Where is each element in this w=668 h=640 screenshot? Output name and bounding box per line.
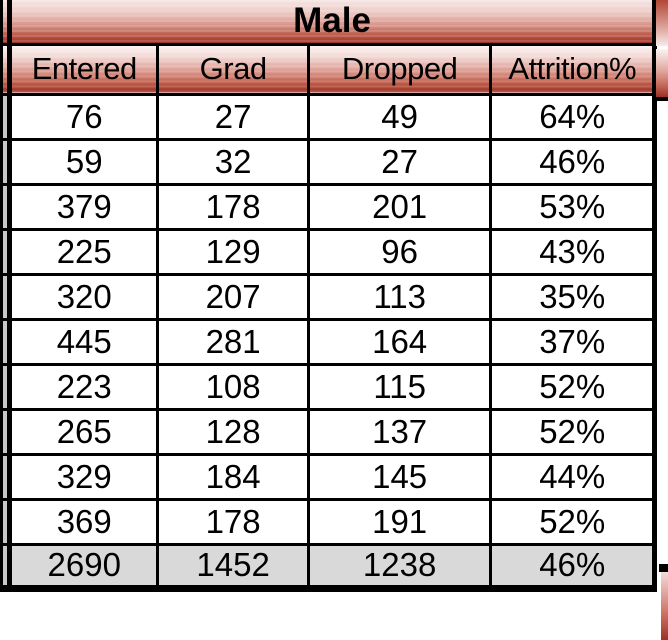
adjacent-column-sliver-cell [0, 407, 13, 456]
total-entered: 2690 [8, 542, 160, 592]
table-row: 59 32 27 46% [0, 137, 657, 186]
male-stats-table: Male Entered Grad Dropped Attrition% 76 2… [0, 0, 657, 592]
column-header-dropped: Dropped [306, 42, 493, 96]
table-cell: 137 [306, 407, 493, 456]
table-row: 379 178 201 53% [0, 182, 657, 231]
adjacent-table-banner-fragment [656, 0, 668, 46]
table-cell: 32 [156, 137, 310, 186]
table-cell: 178 [156, 182, 310, 231]
column-header-attrition: Attrition% [489, 42, 657, 96]
table-cell: 225 [8, 227, 160, 276]
table-cell: 201 [306, 182, 493, 231]
table-cell: 445 [8, 317, 160, 366]
adjacent-column-sliver-cell [0, 542, 13, 592]
table-cell: 46% [489, 137, 657, 186]
table-row: 223 108 115 52% [0, 362, 657, 411]
adjacent-column-sliver-cell [0, 362, 13, 411]
adjacent-column-sliver-cell [0, 272, 13, 321]
table-cell: 37% [489, 317, 657, 366]
adjacent-column-sliver-cell [0, 92, 13, 141]
table-cell: 49 [306, 92, 493, 141]
column-header-grad: Grad [156, 42, 310, 96]
table-cell: 178 [156, 497, 310, 546]
table-cell: 113 [306, 272, 493, 321]
table-cell: 320 [8, 272, 160, 321]
table-cell: 53% [489, 182, 657, 231]
group-header-row: Male [0, 0, 657, 46]
adjacent-column-sliver-cell [0, 137, 13, 186]
adjacent-column-sliver-cell [0, 317, 13, 366]
table-row: 265 128 137 52% [0, 407, 657, 456]
table-cell: 43% [489, 227, 657, 276]
table-cell: 329 [8, 452, 160, 501]
table-cell: 145 [306, 452, 493, 501]
table-cell: 164 [306, 317, 493, 366]
table-row: 225 129 96 43% [0, 227, 657, 276]
table-cell: 207 [156, 272, 310, 321]
table-cell: 27 [156, 92, 310, 141]
total-attrition: 46% [489, 542, 657, 592]
table-cell: 52% [489, 362, 657, 411]
table-cell: 44% [489, 452, 657, 501]
table-cell: 265 [8, 407, 160, 456]
column-header-entered: Entered [8, 42, 160, 96]
table-cell: 59 [8, 137, 160, 186]
table-cell: 96 [306, 227, 493, 276]
table-cell: 129 [156, 227, 310, 276]
table-row: 369 178 191 52% [0, 497, 657, 546]
table-body: 76 27 49 64% 59 32 27 46% 379 178 201 53% 225 129 96 43… [0, 92, 657, 546]
totals-row: 2690 1452 1238 46% [0, 542, 657, 592]
table-cell: 108 [156, 362, 310, 411]
adjacent-table-red-cell-fragment [661, 572, 668, 640]
table-cell: 35% [489, 272, 657, 321]
table-cell: 115 [306, 362, 493, 411]
table-cell: 76 [8, 92, 160, 141]
table-row: 329 184 145 44% [0, 452, 657, 501]
adjacent-column-sliver-cell [0, 227, 13, 276]
table-cell: 191 [306, 497, 493, 546]
table-row: 320 207 113 35% [0, 272, 657, 321]
total-grad: 1452 [156, 542, 310, 592]
adjacent-column-sliver-cell [0, 452, 13, 501]
column-header-row: Entered Grad Dropped Attrition% [0, 42, 657, 96]
group-header-male: Male [8, 0, 657, 46]
adjacent-table-border-fragment [659, 564, 668, 572]
adjacent-table-header-fragment [656, 49, 668, 101]
table-cell: 184 [156, 452, 310, 501]
adjacent-column-sliver-cell [0, 0, 13, 46]
table-cell: 223 [8, 362, 160, 411]
table-cell: 52% [489, 497, 657, 546]
table-cell: 128 [156, 407, 310, 456]
table-cell: 64% [489, 92, 657, 141]
adjacent-column-sliver-cell [0, 182, 13, 231]
adjacent-column-sliver-cell [0, 497, 13, 546]
table-row: 76 27 49 64% [0, 92, 657, 141]
total-dropped: 1238 [306, 542, 493, 592]
adjacent-column-sliver-cell [0, 42, 13, 96]
table-row: 445 281 164 37% [0, 317, 657, 366]
table-cell: 369 [8, 497, 160, 546]
table-cell: 281 [156, 317, 310, 366]
table-cell: 379 [8, 182, 160, 231]
table-cell: 52% [489, 407, 657, 456]
table-cell: 27 [306, 137, 493, 186]
